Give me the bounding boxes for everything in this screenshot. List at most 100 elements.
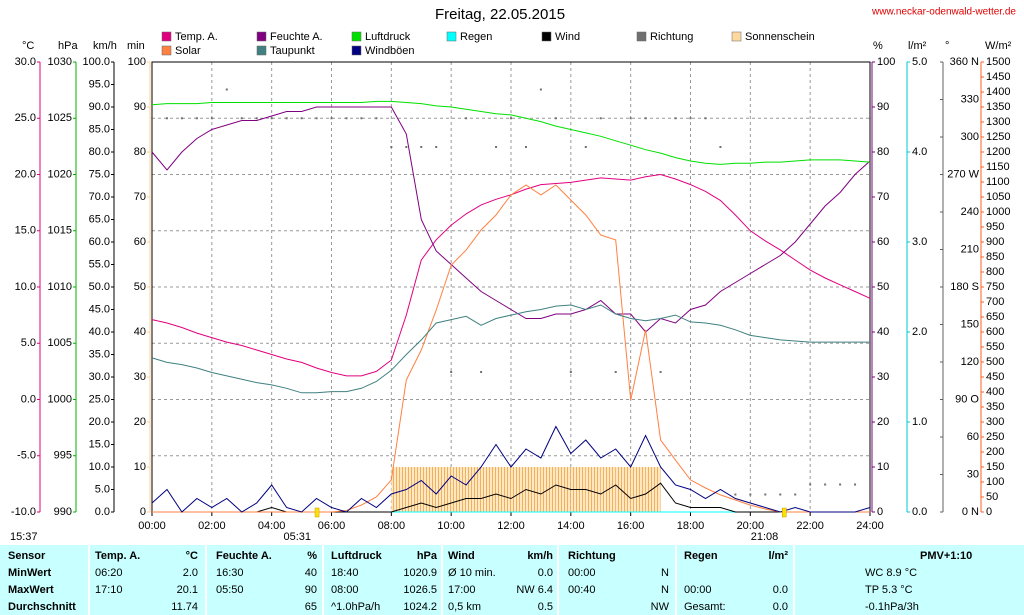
y-tick-label: 180 S [950,281,979,293]
legend-swatch [161,31,172,42]
y-tick-label: 900 [986,236,1004,248]
x-tick-label: 02:00 [198,520,226,532]
table-cell-text: 2.0 [183,567,198,579]
direction-dot [659,371,662,373]
sunset-marker [781,507,787,518]
x-tick-label: 14:00 [557,520,585,532]
y-tick-label: 0.0 [21,393,36,405]
y-tick-label: 70.0 [89,191,110,203]
series-line [151,100,871,165]
x-tick-label: 18:00 [677,520,705,532]
y-tick-label: 4.0 [912,146,927,158]
y-tick-label: 450 [986,371,1004,383]
legend-label: Sonnenschein [745,31,815,43]
y-tick-label: 1015 [48,225,72,237]
day-length: 15:37 [10,531,38,543]
y-tick-label: 20.0 [15,168,36,180]
y-tick-label: 1000 [986,206,1010,218]
y-tick-label: 1350 [986,101,1010,113]
legend-swatch [351,31,362,42]
legend-swatch [351,45,362,56]
legend-label: Taupunkt [270,45,315,57]
y-tick-label: 30.0 [89,371,110,383]
legend-swatch [256,31,267,42]
y-tick-label: 1300 [986,116,1010,128]
legend-label: Solar [175,45,201,57]
y-tick-label: 100 [986,476,1004,488]
table-cell [559,545,675,615]
y-tick-label: 40 [877,326,889,338]
direction-dot [674,117,677,120]
table-header: Temp. A. [95,550,140,562]
direction-dot [240,117,243,120]
y-tick-label: 75.0 [89,168,110,180]
x-tick-label: 24:00 [856,520,884,532]
series-line [151,106,871,333]
y-tick-label: 40.0 [89,326,110,338]
y-tick-label: 0 [877,506,883,518]
table-cell-text: 18:40 [331,567,359,579]
y-tick-label: 1200 [986,146,1010,158]
y-tick-label: 60.0 [89,236,110,248]
table-header: Regen [684,550,718,562]
y-tick-label: 550 [986,341,1004,353]
y-tick-label: 30 [877,371,889,383]
direction-dot [734,493,737,496]
y-tick-label: 60 [877,236,889,248]
table-cell [324,545,441,615]
x-tick-label: 20:00 [737,520,765,532]
sunshine-bar [481,467,497,512]
y-tick-label: 600 [986,326,1004,338]
y-tick-label: 30 [967,468,979,480]
y-tick-label: 210 [961,243,979,255]
y-tick-label: 55.0 [89,258,110,270]
y-tick-label: 60 [134,236,146,248]
direction-dot [854,483,857,486]
table-cell-text: ^1.0hPa/h [331,601,380,613]
y-tick-label: 10 [877,461,889,473]
direction-dot [315,117,318,120]
y-tick-label: 90.0 [89,101,110,113]
y-tick-label: 650 [986,311,1004,323]
y-tick-label: 850 [986,251,1004,263]
table-cell-text: 17:10 [95,584,123,596]
table-header: hPa [417,550,438,562]
table-cell-text: 40 [305,567,317,579]
y-tick-label: 1100 [986,176,1010,188]
y-tick-label: 250 [986,431,1004,443]
table-cell [90,545,205,615]
table-cell-text: 1024.2 [403,601,437,613]
table-cell-text: MinWert [8,567,52,579]
y-tick-label: 1000 [48,393,72,405]
y-tick-label: 1400 [986,86,1010,98]
table-cell-text: 00:40 [568,584,596,596]
y-tick-label: 50.0 [89,281,110,293]
axis-unit: °C [22,40,34,52]
y-tick-label: 10 [134,461,146,473]
table-header: Luftdruck [331,550,383,562]
direction-dot [704,117,707,120]
table-header: km/h [527,550,553,562]
table-cell-text: NW [651,601,670,613]
direction-dot [225,88,228,91]
y-tick-label: 3.0 [912,236,927,248]
x-tick-label: 12:00 [497,520,525,532]
table-cell-text: 90 [305,584,317,596]
y-tick-label: 150 [961,318,979,330]
direction-dot [165,117,168,120]
table-cell-text: Durchschnitt [8,601,76,613]
legend-swatch [446,31,457,42]
y-tick-label: 20.0 [89,416,110,428]
axis-unit: W/m² [985,40,1012,52]
direction-dot [794,493,797,496]
series-line [152,184,870,513]
y-tick-label: 85.0 [89,123,110,135]
y-tick-label: 10.0 [15,281,36,293]
y-tick-label: 300 [986,416,1004,428]
chart-title: Freitag, 22.05.2015 [435,6,565,23]
table-cell [677,545,793,615]
sunshine-bar [451,467,467,512]
y-tick-label: 2.0 [912,326,927,338]
direction-dot [749,493,752,496]
